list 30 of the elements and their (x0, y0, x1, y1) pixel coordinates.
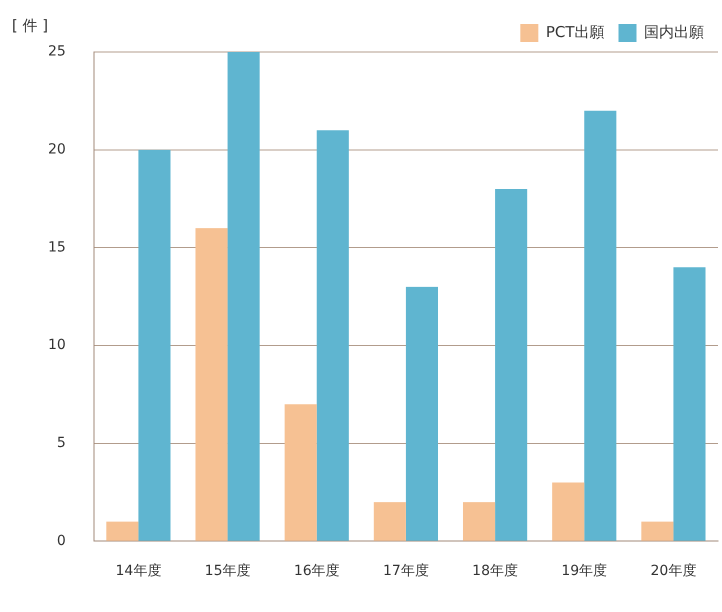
x-tick-label: 14年度 (115, 563, 162, 580)
bar (106, 522, 138, 541)
x-tick-label: 17年度 (382, 563, 429, 580)
y-tick-label: 20 (48, 141, 66, 158)
bar (374, 502, 406, 541)
x-tick-label: 15年度 (204, 563, 250, 580)
bar (228, 52, 260, 541)
bar (552, 482, 584, 541)
bar (138, 150, 170, 541)
bar (641, 522, 674, 541)
y-tick-label: 15 (48, 239, 66, 256)
bar (284, 404, 317, 541)
x-tick-label: 16年度 (294, 563, 340, 580)
bar (195, 228, 228, 541)
bar (584, 110, 616, 541)
bar (673, 267, 706, 541)
legend-label: 国内出願 (644, 22, 704, 41)
bar (406, 286, 438, 541)
bar (495, 188, 528, 541)
y-tick-label: 25 (48, 44, 66, 60)
y-axis-title: [ 件 ] (12, 16, 48, 34)
y-tick-label: 0 (56, 532, 66, 549)
legend-label: PCT出願 (546, 22, 605, 41)
y-tick-label: 10 (48, 337, 66, 354)
bar (316, 130, 349, 541)
y-tick-label: 5 (56, 435, 66, 451)
x-tick-label: 18年度 (472, 563, 518, 580)
x-tick-label: 19年度 (561, 563, 608, 580)
x-tick-label: 20年度 (650, 563, 696, 580)
bar (462, 502, 496, 541)
